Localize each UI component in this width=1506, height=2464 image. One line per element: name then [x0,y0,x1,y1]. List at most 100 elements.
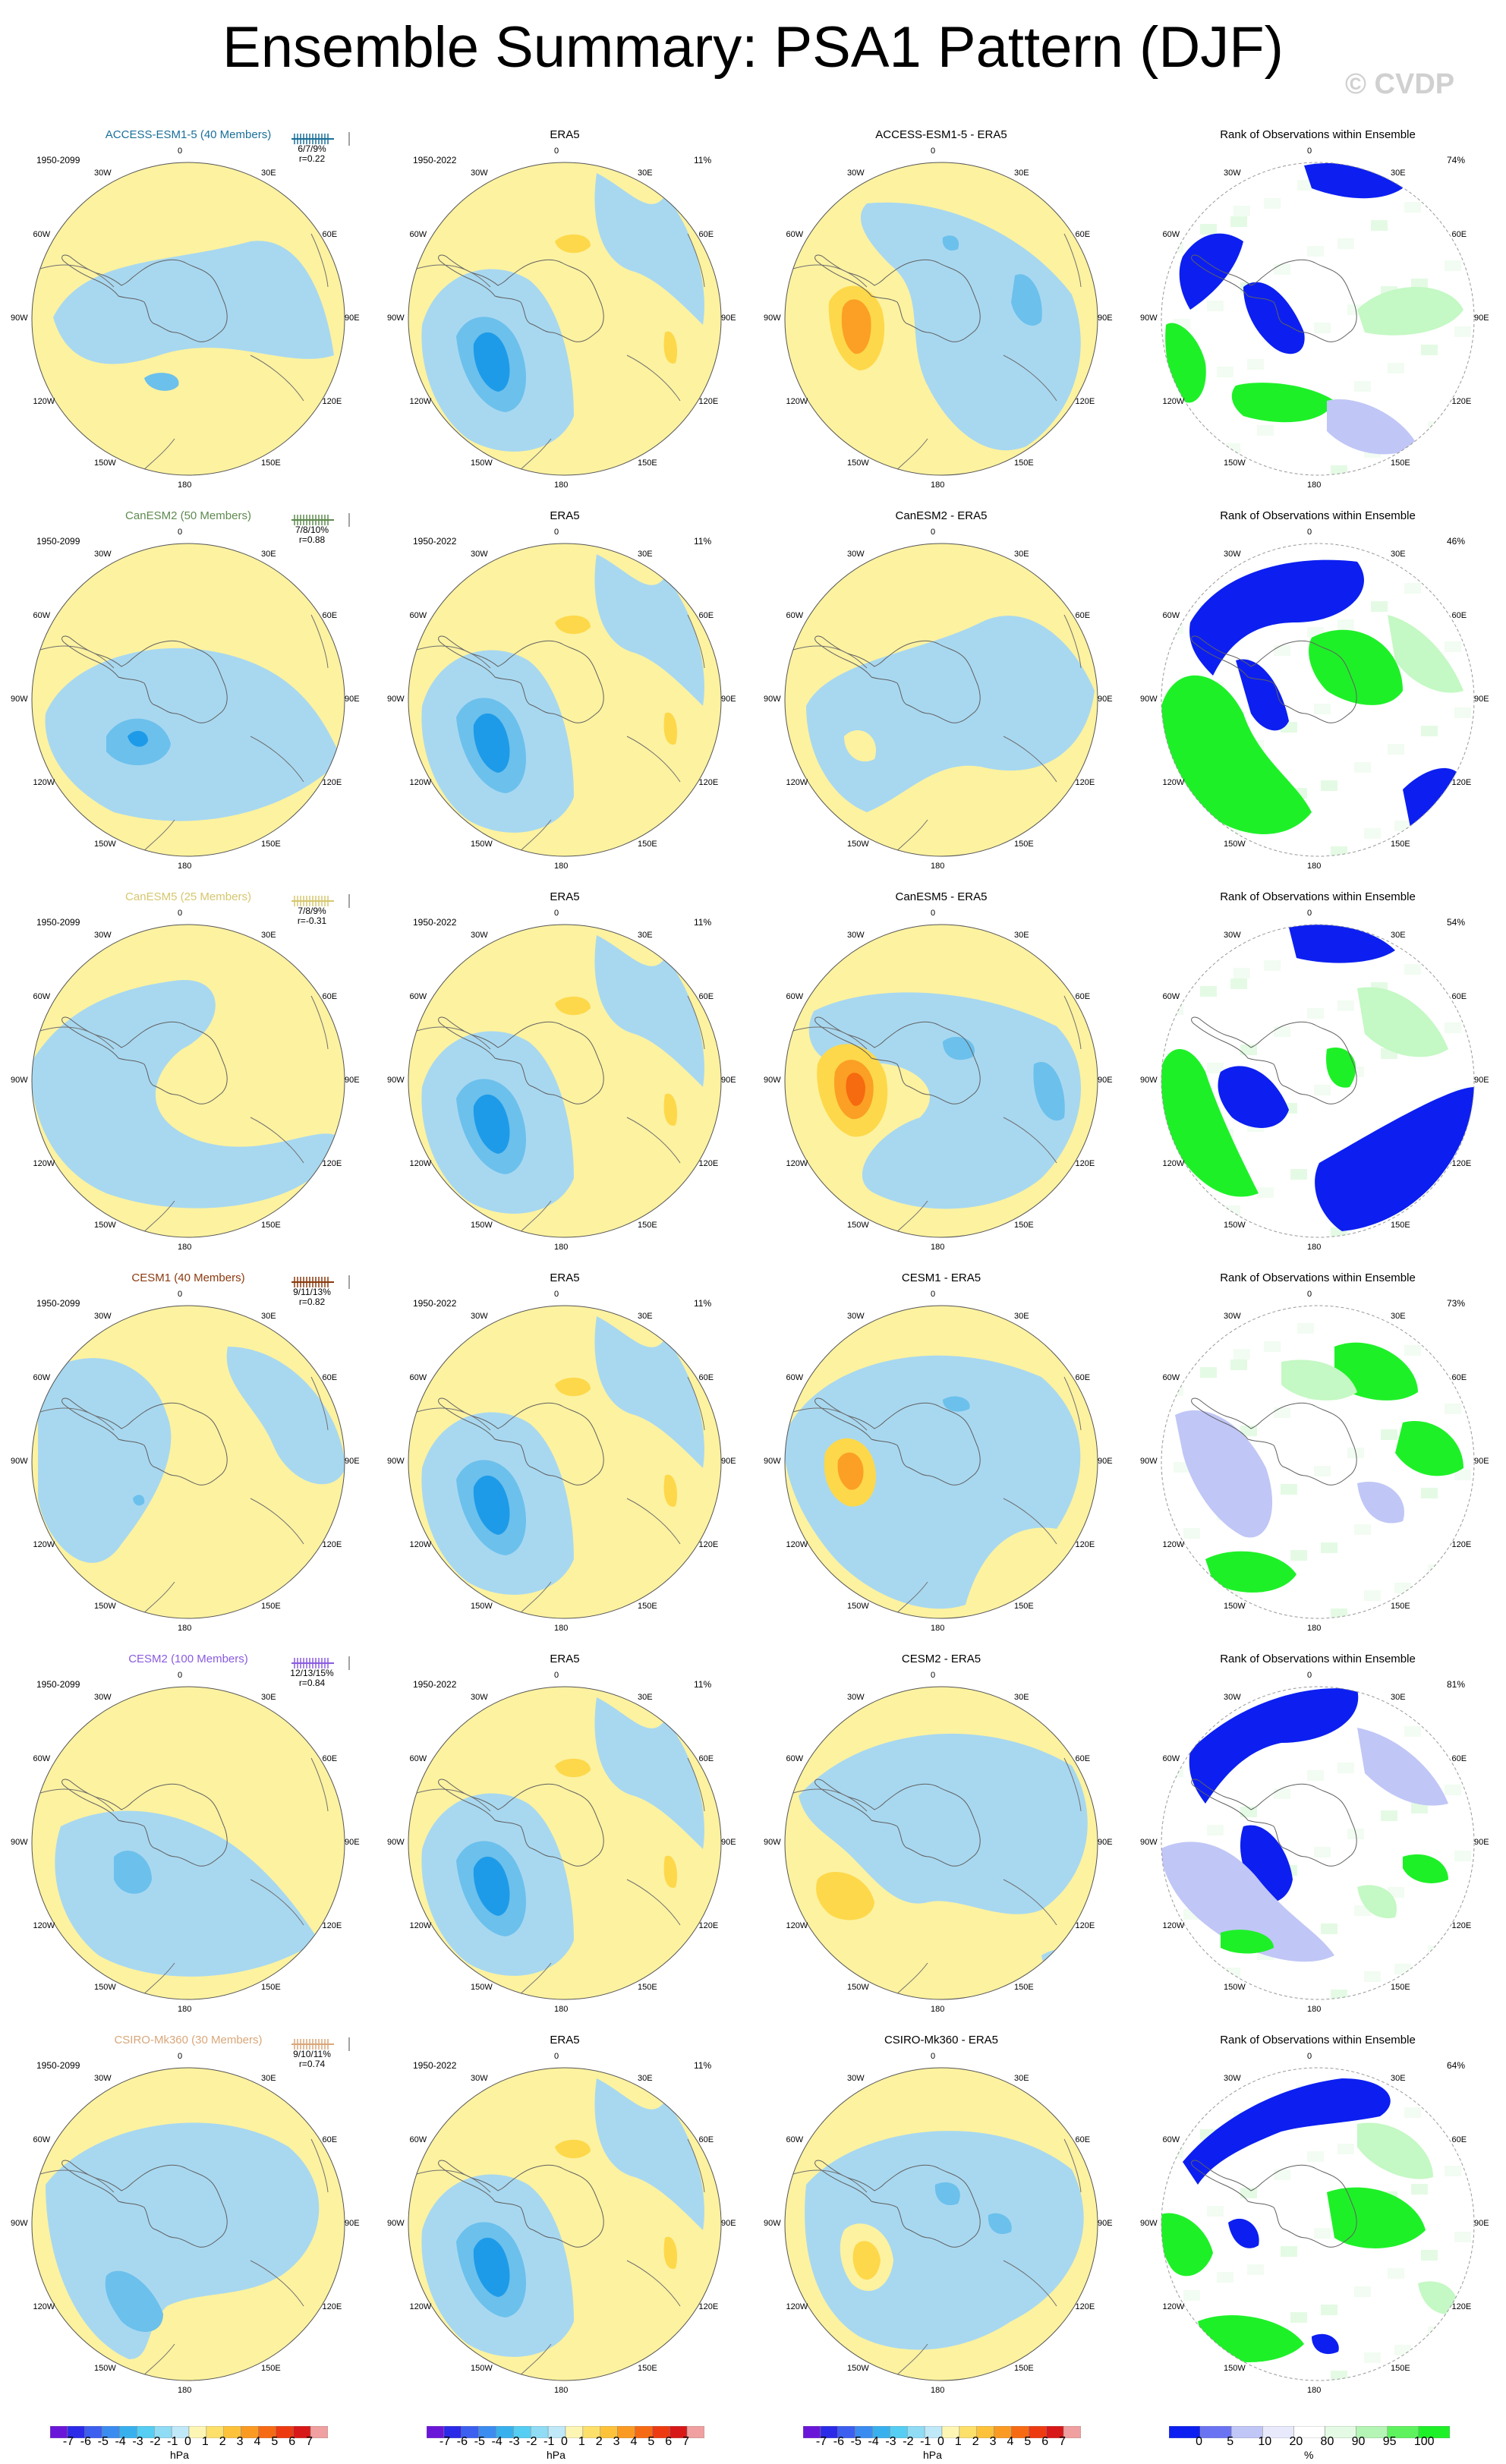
rank-cell [1404,583,1421,594]
rank-cell [1454,1851,1471,1861]
era5-pattern-panel: ERA5 1950-2022 11% 0 30E 60E 90E 120E 150E 180 150… [376,2033,753,2415]
rank-region [1395,1421,1463,1476]
contour-region [555,1377,591,1397]
longitude-label: 0 [554,1290,559,1299]
longitude-label: 0 [1307,909,1312,918]
difference-map [784,543,1098,857]
rank-panel-title: Rank of Observations within Ensemble [1220,128,1416,141]
rank-cell [1233,206,1250,216]
longitude-label: 150W [94,839,116,849]
longitude-label: 120E [322,1921,342,1930]
longitude-label: 120W [786,1921,808,1930]
longitude-label: 60E [1451,611,1467,620]
longitude-label: 120E [1451,778,1472,787]
colorbar-tick-label: 6 [1041,2435,1049,2448]
colorbar-tick-label: -5 [850,2435,862,2448]
colorbar-tick-label: -4 [868,2435,879,2448]
longitude-label: 60E [698,992,714,1001]
contour-region [1033,1062,1065,1121]
longitude-label: 90E [721,1076,736,1085]
longitude-label: 150E [1391,458,1410,468]
rank-cell [1190,2367,1207,2377]
longitude-label: 90W [387,1838,405,1847]
longitude-label: 60E [1451,1754,1467,1763]
contour-region [555,2139,591,2159]
rank-cell [1240,1807,1257,1817]
longitude-label: 30E [1014,1693,1029,1703]
longitude-label: 90E [345,2219,360,2228]
colorbar-tick-label: 4 [254,2435,261,2448]
rank-region [1179,233,1243,310]
colorbar-swatch [686,2426,704,2438]
rank-colorbar-swatches [1169,2426,1450,2438]
colorbar-tick-label: -4 [115,2435,126,2448]
rank-region [1165,323,1206,403]
rank-cell [1438,946,1454,956]
longitude-label: 60E [1075,2135,1091,2144]
rank-cell [1454,326,1471,337]
longitude-label: 60W [33,1754,51,1763]
model-map [31,2067,345,2381]
rank-cell [1404,1726,1421,1737]
model-pattern-panel: CanESM2 (50 Members) 1950-2099 7/8/10% r=0.… [0,509,376,890]
rank-cell [1394,2345,1411,2355]
colorbar-swatch [310,2426,328,2438]
rank-cell [1321,1542,1337,1553]
rank-region [1418,2281,1457,2314]
longitude-label: 30E [638,931,653,941]
longitude-label: 180 [554,2005,569,2014]
longitude-label: 60W [786,1754,804,1763]
longitude-label: 150W [94,1982,116,1992]
longitude-label: 150W [847,1601,869,1611]
colorbar-tick-label: 2 [595,2435,603,2448]
rank-cell [1161,547,1177,557]
longitude-label: 150E [261,1220,281,1230]
longitude-label: 120E [1075,1159,1095,1168]
rank-cell [1230,978,1247,989]
rank-cell [1233,968,1250,978]
difference-panel: ACCESS-ESM1-5 - ERA5 0 30E 60E 90E 120E 150E 18… [753,128,1130,509]
longitude-label: 60W [409,1373,427,1382]
contour-region [45,648,342,821]
rank-pct: 46% [1447,536,1466,547]
rank-region [1357,987,1448,1057]
longitude-label: 30E [638,2074,653,2084]
era5-period: 1950-2022 [413,155,457,165]
longitude-label: 60W [33,611,51,620]
longitude-label: 120E [1451,1540,1472,1549]
rank-pct: 64% [1447,2060,1466,2071]
longitude-label: 150W [471,458,493,468]
antarctica-coastline [814,1016,981,1104]
difference-panel: CanESM5 - ERA5 0 30E 60E 90E 120E 150E 180 150W 1… [753,890,1130,1271]
longitude-label: 150W [847,1220,869,1230]
rank-cell [1337,238,1354,249]
contour-region [852,2241,881,2280]
rank-cell [1331,465,1347,475]
longitude-label: 180 [178,2386,192,2395]
rank-cell [1314,704,1331,714]
contour-region [473,1094,510,1154]
longitude-label: 30W [471,2074,488,2084]
longitude-label: 180 [1307,2386,1322,2395]
continent-coastline [785,233,1082,475]
figure-row: CanESM5 (25 Members) 1950-2099 7/8/9% r=-0.… [0,890,1506,1271]
longitude-label: 30W [847,169,865,178]
map-boundary [31,2067,345,2381]
figure-row: CESM2 (100 Members) 1950-2099 12/13/15% r=0… [0,1652,1506,2034]
longitude-label: 150W [1224,458,1246,468]
longitude-label: 150W [1224,1982,1246,1992]
era5-pattern-panel: ERA5 1950-2022 11% 0 30E 60E 90E 120E 150E 180 150… [376,890,753,1271]
longitude-label: 60W [33,1373,51,1382]
map-boundary [784,2067,1098,2381]
longitude-label: 120E [1451,2302,1472,2311]
ensemble-spread-indicator [291,1656,350,1670]
longitude-label: 30E [261,169,276,178]
contour-region [473,1475,510,1535]
rank-pct: 54% [1447,917,1466,928]
rank-region [1221,1930,1274,1954]
colorbar-tick-label: 0 [561,2435,568,2448]
rank-cell [1388,744,1404,755]
longitude-label: 0 [178,147,183,156]
longitude-label: 120W [33,1921,55,1930]
longitude-label: 120E [1075,1921,1095,1930]
